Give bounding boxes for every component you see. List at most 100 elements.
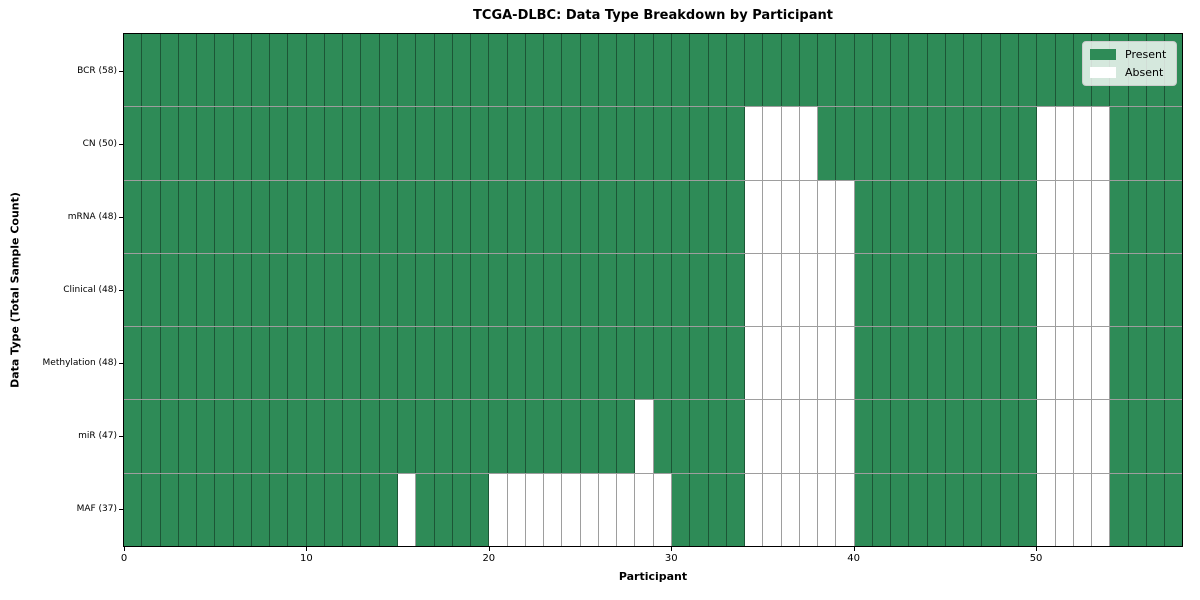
heatmap-cell bbox=[836, 107, 855, 180]
heatmap-cell bbox=[653, 253, 672, 327]
heatmap-cell bbox=[854, 253, 873, 327]
heatmap-cell bbox=[434, 473, 453, 546]
heatmap-cell bbox=[324, 107, 344, 180]
heatmap-cell bbox=[927, 34, 946, 107]
heatmap-cell bbox=[233, 107, 252, 180]
heatmap-cell bbox=[507, 400, 526, 473]
heatmap-cell bbox=[745, 180, 764, 253]
y-tick-label: Methylation (48) bbox=[42, 358, 117, 369]
heatmap-cell bbox=[927, 473, 946, 546]
heatmap-cell bbox=[489, 400, 508, 473]
heatmap-cell bbox=[270, 327, 289, 400]
heatmap-cell bbox=[306, 327, 325, 400]
heatmap-cell bbox=[124, 473, 143, 546]
heatmap-cell bbox=[818, 400, 837, 473]
heatmap-cell bbox=[909, 473, 928, 546]
heatmap-cell bbox=[598, 473, 618, 546]
heatmap-cell bbox=[964, 327, 983, 400]
legend-label: Absent bbox=[1125, 66, 1164, 79]
heatmap-cell bbox=[288, 473, 307, 546]
heatmap-cell bbox=[1146, 180, 1166, 253]
heatmap-cell bbox=[799, 180, 819, 253]
heatmap-cell bbox=[836, 180, 855, 253]
heatmap-cell bbox=[836, 400, 855, 473]
heatmap-cell bbox=[580, 473, 599, 546]
heatmap-cell bbox=[617, 400, 636, 473]
heatmap-cell bbox=[690, 327, 709, 400]
heatmap-cell bbox=[854, 400, 873, 473]
heatmap-cell bbox=[471, 473, 490, 546]
heatmap-cell bbox=[653, 34, 672, 107]
heatmap-cell bbox=[251, 327, 271, 400]
heatmap-cell bbox=[580, 180, 599, 253]
heatmap-cell bbox=[270, 473, 289, 546]
heatmap-cell bbox=[1165, 400, 1183, 473]
heatmap-cell bbox=[160, 180, 179, 253]
heatmap-cell bbox=[927, 327, 946, 400]
heatmap-cell bbox=[525, 107, 545, 180]
heatmap-cell bbox=[525, 473, 545, 546]
heatmap-cell bbox=[471, 327, 490, 400]
heatmap-cell bbox=[964, 34, 983, 107]
heatmap-cell bbox=[489, 107, 508, 180]
heatmap-cell bbox=[1019, 107, 1038, 180]
heatmap-cell bbox=[215, 107, 234, 180]
heatmap-cell bbox=[909, 327, 928, 400]
heatmap-cell bbox=[434, 400, 453, 473]
heatmap-cell bbox=[124, 180, 143, 253]
heatmap-cell bbox=[653, 327, 672, 400]
heatmap-cell bbox=[160, 400, 179, 473]
y-tick-mark bbox=[119, 363, 123, 365]
heatmap-cell bbox=[891, 180, 910, 253]
heatmap-cell bbox=[1110, 473, 1129, 546]
heatmap-row bbox=[124, 107, 1183, 181]
heatmap-cell bbox=[635, 253, 654, 327]
heatmap-cell bbox=[324, 253, 344, 327]
y-tick-label: mRNA (48) bbox=[67, 211, 117, 222]
x-tick-mark bbox=[124, 547, 125, 551]
heatmap-cell bbox=[434, 327, 453, 400]
heatmap-cell bbox=[233, 253, 252, 327]
heatmap-cell bbox=[434, 107, 453, 180]
heatmap-cell bbox=[1019, 327, 1038, 400]
heatmap-cell bbox=[818, 180, 837, 253]
heatmap-cell bbox=[1055, 473, 1074, 546]
heatmap-cell bbox=[306, 107, 325, 180]
heatmap-cell bbox=[507, 34, 526, 107]
heatmap-cell bbox=[178, 400, 198, 473]
heatmap-cell bbox=[452, 107, 472, 180]
heatmap-cell bbox=[343, 107, 362, 180]
heatmap-cell bbox=[799, 400, 819, 473]
heatmap-cell bbox=[288, 400, 307, 473]
heatmap-cell bbox=[1037, 400, 1056, 473]
heatmap-cell bbox=[763, 34, 782, 107]
heatmap-cell bbox=[836, 327, 855, 400]
heatmap-cell bbox=[379, 473, 398, 546]
heatmap-cell bbox=[452, 34, 472, 107]
heatmap-cell bbox=[854, 473, 873, 546]
y-tick-label: BCR (58) bbox=[77, 65, 117, 76]
x-tick-label: 40 bbox=[847, 553, 861, 564]
heatmap-cell bbox=[397, 473, 417, 546]
heatmap-cell bbox=[927, 107, 946, 180]
heatmap-cell bbox=[1092, 107, 1111, 180]
heatmap-cell bbox=[671, 180, 691, 253]
heatmap-cell bbox=[452, 473, 472, 546]
heatmap-cell bbox=[781, 34, 800, 107]
heatmap-cell bbox=[270, 400, 289, 473]
heatmap-cell bbox=[215, 327, 234, 400]
heatmap-cell bbox=[489, 34, 508, 107]
heatmap-cell bbox=[525, 400, 545, 473]
heatmap-cell bbox=[544, 180, 563, 253]
heatmap-cell bbox=[251, 107, 271, 180]
heatmap-cell bbox=[598, 180, 618, 253]
heatmap-cell bbox=[1146, 473, 1166, 546]
heatmap-cell bbox=[653, 473, 672, 546]
heatmap-cell bbox=[927, 253, 946, 327]
heatmap-cell bbox=[233, 34, 252, 107]
heatmap-cell bbox=[635, 180, 654, 253]
heatmap-cell bbox=[124, 107, 143, 180]
heatmap-cell bbox=[964, 473, 983, 546]
heatmap-cell bbox=[1128, 327, 1147, 400]
heatmap-cell bbox=[288, 107, 307, 180]
